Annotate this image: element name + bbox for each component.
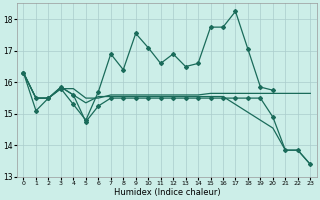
- X-axis label: Humidex (Indice chaleur): Humidex (Indice chaleur): [114, 188, 220, 197]
